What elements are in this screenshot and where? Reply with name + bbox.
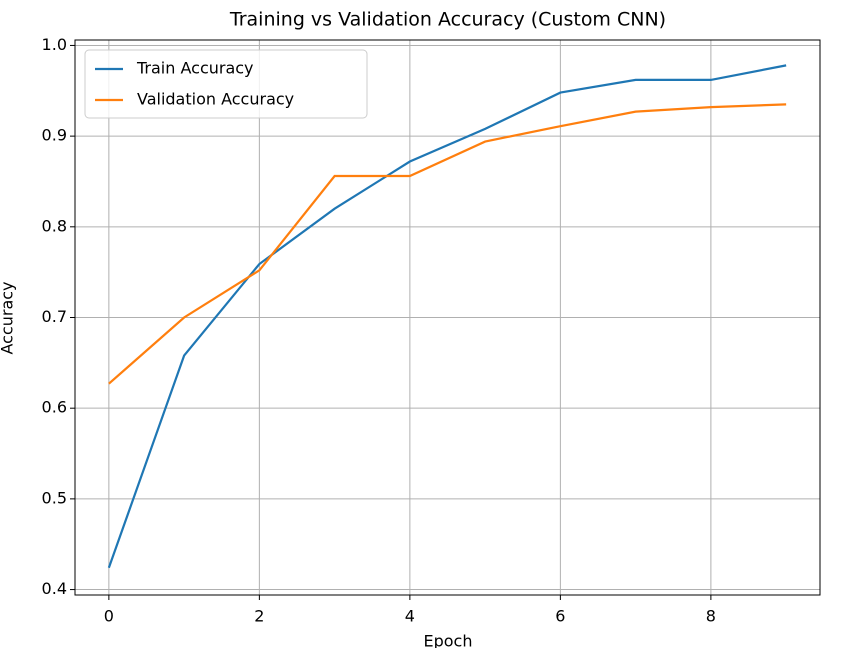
y-tick-label: 0.9	[42, 126, 67, 145]
legend-label: Validation Accuracy	[137, 90, 294, 109]
legend-box	[84, 49, 368, 119]
y-tick-label: 0.8	[42, 216, 67, 235]
legend-label: Train Accuracy	[136, 59, 254, 78]
x-tick-label: 0	[104, 607, 114, 626]
y-tick-label: 0.7	[42, 307, 67, 326]
x-tick-label: 4	[405, 607, 415, 626]
series-line	[107, 64, 787, 569]
x-tick-label: 2	[254, 607, 264, 626]
y-tick-label: 0.6	[42, 398, 67, 417]
x-tick-label: 8	[706, 607, 716, 626]
y-axis-label: Accuracy	[0, 281, 17, 354]
chart-title: Training vs Validation Accuracy (Custom …	[229, 9, 666, 31]
plot-frame	[74, 39, 821, 596]
y-tick-label: 1.0	[42, 35, 67, 54]
x-tick-label: 6	[555, 607, 565, 626]
x-axis-label: Epoch	[424, 632, 473, 648]
y-tick-label: 0.5	[42, 488, 67, 507]
y-tick-label: 0.4	[42, 579, 67, 598]
series-line	[108, 103, 787, 385]
